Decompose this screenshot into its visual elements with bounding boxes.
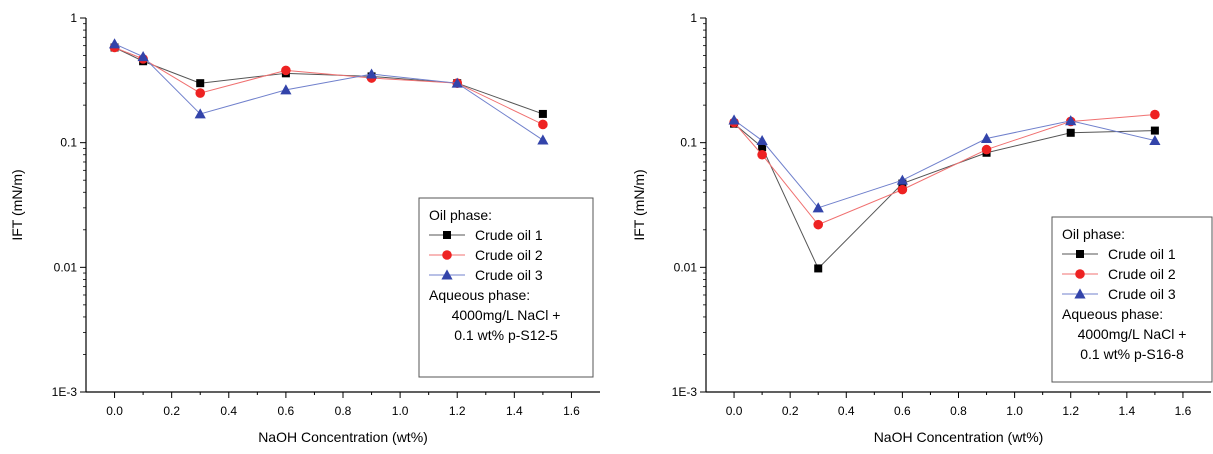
chart-1: 0.0 0.2 0.4 0.6 0.8 1.0 1.2 1.4 1.6 1E-3 0.01 0.1 1 N… [9, 11, 600, 445]
data-point [728, 114, 740, 125]
legend-entry: Crude oil 2 [1108, 266, 1176, 282]
legend-marker [442, 250, 452, 260]
x-tick-label: 0.6 [278, 404, 295, 418]
data-point [1150, 109, 1160, 120]
x-tick-label: 0.2 [163, 404, 180, 418]
x-tick-label: 0.6 [894, 404, 911, 418]
x-tick-label: 1.0 [392, 404, 409, 418]
legend-note: Aqueous phase: [1062, 306, 1163, 322]
data-point [897, 184, 908, 195]
x-tick-label: 1.2 [449, 404, 466, 418]
series-crude-oil-3 [108, 38, 549, 145]
legend-entry: Crude oil 3 [1108, 286, 1176, 302]
x-tick-label: 0.2 [782, 404, 799, 418]
x-tick-label: 1.6 [563, 404, 580, 418]
legend-note: Aqueous phase: [429, 287, 530, 303]
legend-title: Oil phase: [1062, 226, 1125, 242]
y-tick-label: 1 [690, 11, 697, 25]
x-tick-label: 1.4 [1118, 404, 1135, 418]
data-point [538, 109, 547, 118]
data-point [196, 79, 205, 88]
y-axis-label: IFT (mN/m) [9, 169, 25, 240]
legend-marker [441, 269, 453, 280]
y-axis-label: IFT (mN/m) [631, 169, 647, 240]
x-axis-label: NaOH Concentration (wt%) [258, 429, 428, 445]
legend-entry: Crude oil 1 [475, 227, 543, 243]
legend: Oil phase: Crude oil 1 Crude oil 2 Crude oi… [418, 197, 594, 378]
legend-entry: Crude oil 1 [1108, 246, 1176, 262]
data-point [280, 84, 292, 95]
x-tick-label: 0.0 [726, 404, 743, 418]
x-tick-label: 0.4 [838, 404, 855, 418]
data-point [281, 65, 291, 76]
data-point [756, 134, 768, 146]
y-tick-label: 0.01 [674, 260, 698, 274]
legend-marker [1075, 269, 1085, 279]
y-tick-label: 1 [70, 11, 77, 25]
y-tick-label: 1E-3 [672, 385, 698, 399]
y-tick-label: 1E-3 [52, 385, 78, 399]
data-point [758, 143, 767, 152]
data-point [1149, 134, 1161, 146]
legend-marker [1074, 288, 1086, 299]
data-point [137, 51, 149, 62]
data-point [365, 68, 378, 79]
data-point [537, 134, 549, 145]
legend-box [1051, 216, 1213, 383]
data-point [108, 38, 121, 49]
x-tick-label: 0.0 [106, 404, 123, 418]
x-tick-label: 0.8 [950, 404, 967, 418]
x-tick-label: 0.4 [220, 404, 237, 418]
series-line [733, 114, 1155, 226]
data-point [451, 77, 463, 88]
data-point [812, 202, 824, 213]
legend-note: 4000mg/L NaCl + [1078, 326, 1187, 342]
data-point [814, 264, 823, 273]
x-tick-label: 1.0 [1006, 404, 1023, 418]
x-tick-label: 0.8 [335, 404, 352, 418]
x-tick-label: 1.4 [506, 404, 523, 418]
legend-entry: Crude oil 3 [475, 267, 543, 283]
series-line [114, 43, 544, 141]
chart-2: 0.0 0.2 0.4 0.6 0.8 1.0 1.2 1.4 1.6 1E-3 0.01 0.1 1 N… [631, 11, 1213, 445]
data-point [981, 144, 992, 155]
legend-title: Oil phase: [429, 207, 492, 223]
series-crude-oil-1 [110, 43, 547, 118]
data-point [1066, 128, 1075, 137]
x-tick-label: 1.6 [1175, 404, 1192, 418]
data-point [757, 149, 767, 160]
legend-note: 0.1 wt% p-S16-8 [1080, 346, 1184, 362]
data-point [896, 174, 908, 185]
data-point [538, 119, 548, 130]
legend: Oil phase: Crude oil 1 Crude oil 2 Crude oi… [1051, 216, 1213, 383]
legend-note: 4000mg/L NaCl + [452, 307, 561, 323]
series-line [114, 47, 544, 125]
series-crude-oil-2 [729, 109, 1160, 230]
data-point [1065, 115, 1077, 126]
y-tick-label: 0.1 [680, 136, 697, 150]
data-point [980, 132, 993, 143]
y-tick-label: 0.01 [54, 260, 78, 274]
data-point [195, 88, 206, 98]
legend-entry: Crude oil 2 [475, 247, 543, 263]
data-point [813, 219, 824, 230]
series-crude-oil-2 [109, 42, 548, 130]
legend-note: 0.1 wt% p-S12-5 [454, 327, 558, 343]
legend-marker [443, 231, 451, 239]
legend-box [418, 197, 594, 378]
x-tick-label: 1.2 [1062, 404, 1079, 418]
legend-marker [1076, 250, 1084, 258]
y-tick-label: 0.1 [60, 136, 77, 150]
x-axis-label: NaOH Concentration (wt%) [874, 429, 1044, 445]
series-crude-oil-3 [728, 114, 1161, 213]
series-line [733, 119, 1156, 209]
data-point [1150, 126, 1159, 135]
data-point [194, 108, 206, 119]
